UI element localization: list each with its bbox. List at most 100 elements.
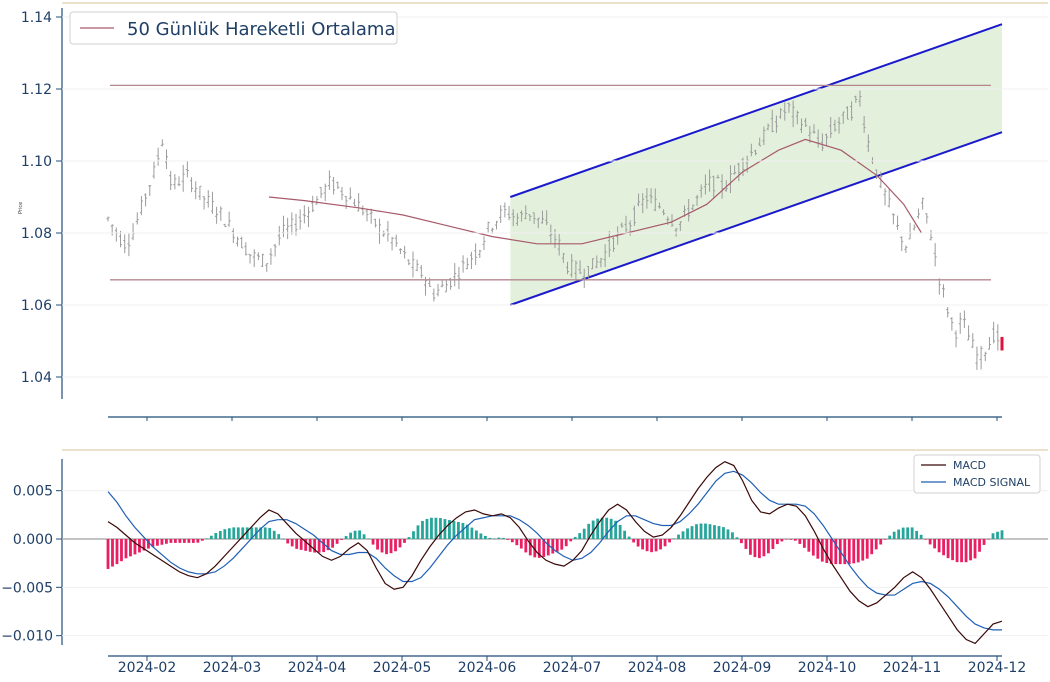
- macd-histogram-bar: [515, 539, 519, 546]
- macd-histogram-bar: [627, 536, 631, 539]
- macd-histogram-bar: [933, 539, 937, 549]
- macd-histogram-bar: [510, 539, 514, 543]
- x-tick-label: 2024-09: [713, 660, 772, 676]
- macd-histogram-bar: [573, 536, 577, 539]
- macd-histogram-bar: [124, 539, 128, 559]
- macd-histogram-bar: [214, 532, 218, 539]
- macd-histogram-bar: [955, 539, 959, 563]
- macd-histogram-bar: [686, 528, 689, 539]
- macd-histogram-bar: [618, 524, 622, 539]
- price-ytick-label: 1.14: [21, 10, 52, 26]
- macd-histogram-bar: [775, 539, 779, 545]
- price-ytick-label: 1.10: [21, 154, 52, 170]
- macd-histogram-bar: [766, 539, 770, 554]
- ohlc-layer: [106, 90, 1004, 370]
- macd-grid: [62, 490, 1048, 637]
- macd-histogram-bar: [191, 539, 195, 543]
- x-tick-label: 2024-04: [288, 660, 347, 676]
- macd-histogram-bar: [115, 539, 119, 565]
- macd-histogram-bar: [492, 538, 496, 540]
- macd-histogram-bar: [376, 539, 379, 550]
- macd-histogram-bar: [173, 539, 177, 543]
- macd-line: [107, 460, 1003, 645]
- macd-histogram-bar: [645, 539, 649, 552]
- macd-histogram-bar: [861, 539, 865, 561]
- macd-histogram-bar: [479, 533, 483, 539]
- channel-layer: [509, 23, 1003, 306]
- macd-legend-label-macd: MACD: [953, 459, 986, 472]
- macd-histogram-bar: [236, 527, 240, 539]
- macd-histogram-bar: [528, 539, 532, 556]
- macd-histogram-bar: [677, 534, 680, 539]
- x-tick-label: 2024-07: [543, 660, 602, 676]
- x-tick-label: 2024-08: [628, 660, 687, 676]
- macd-histogram-bar: [281, 538, 285, 540]
- macd-histogram-bar: [870, 539, 874, 555]
- macd-histogram-bar: [353, 530, 357, 539]
- macd-histogram-bar: [749, 539, 752, 555]
- macd-histogram-bar: [241, 527, 245, 539]
- x-ticks: 2024-02 2024-03 2024-04 2024-05 2024-06 2024-…: [118, 417, 1027, 676]
- macd-histogram-bar: [892, 531, 896, 539]
- macd-histogram-bar: [717, 526, 721, 539]
- macd-histogram-bar: [389, 539, 393, 554]
- macd-histogram-bar: [1000, 530, 1004, 539]
- macd-histogram-bar: [403, 539, 406, 543]
- macd-histogram-bar: [780, 539, 784, 542]
- macd-histogram-bar: [331, 539, 335, 548]
- macd-histogram-bar: [551, 539, 555, 554]
- macd-histogram-bar: [614, 520, 618, 539]
- macd-ytick-label: 0.005: [13, 484, 53, 500]
- macd-histogram-bar: [762, 539, 766, 557]
- macd-histogram-bar: [232, 527, 236, 539]
- macd-histogram-bar: [695, 524, 698, 539]
- macd-histogram-bar: [807, 539, 811, 552]
- macd-histogram-bar: [111, 539, 114, 567]
- macd-histogram-bar: [268, 527, 272, 539]
- macd-histogram-bar: [740, 539, 743, 544]
- macd-histogram-bar: [699, 523, 703, 539]
- macd-histogram-bar: [587, 523, 591, 539]
- macd-histogram-bar: [205, 538, 209, 540]
- macd-histogram-bar: [380, 539, 384, 553]
- macd-histogram-bar: [820, 539, 824, 562]
- macd-histogram-bar: [187, 539, 191, 543]
- macd-histogram-bar: [385, 539, 388, 555]
- macd-histogram-bar: [951, 539, 954, 561]
- macd-histogram-bar: [439, 518, 442, 539]
- macd-histogram-bar: [906, 527, 910, 539]
- macd-histogram-bar: [506, 539, 510, 540]
- macd-histogram-bar: [470, 527, 474, 539]
- macd-histogram-bar: [901, 527, 905, 539]
- x-tick-label: 2024-12: [968, 660, 1027, 676]
- x-tick-label: 2024-02: [118, 660, 177, 676]
- macd-histogram-bar: [295, 539, 299, 549]
- macd-yticks: −0.010 −0.005 0.000 0.005: [1, 484, 62, 645]
- hline-layer: [110, 84, 991, 281]
- macd-histogram-bar: [834, 539, 838, 565]
- macd-histogram-bar: [200, 539, 204, 541]
- macd-histogram-bar: [883, 539, 887, 540]
- macd-histogram-bar: [133, 539, 137, 555]
- macd-histogram-bar: [263, 527, 267, 539]
- macd-histogram-bar: [362, 534, 366, 539]
- channel-upper-line: [509, 23, 1003, 198]
- macd-histogram-bar: [982, 539, 986, 545]
- macd-histogram-bar: [793, 539, 797, 541]
- macd-histogram-bar: [501, 537, 505, 539]
- macd-histogram-bar: [825, 539, 829, 563]
- macd-histogram-bar: [196, 539, 200, 543]
- macd-histogram-bar: [272, 530, 276, 539]
- macd-histogram-bar: [879, 539, 883, 545]
- macd-histogram-bar: [829, 539, 833, 564]
- macd-histogram-bar: [448, 520, 451, 539]
- macd-histogram-bar: [286, 539, 290, 544]
- macd-histogram-bar: [398, 539, 402, 548]
- macd-histogram-bar: [488, 537, 492, 539]
- macd-histogram-bar: [533, 539, 537, 558]
- macd-histogram-bar: [582, 528, 586, 539]
- macd-histogram-bar: [964, 539, 968, 563]
- macd-histogram-bar: [596, 518, 600, 539]
- macd-ytick-label: −0.010: [1, 629, 53, 645]
- macd-histogram-bar: [744, 539, 748, 549]
